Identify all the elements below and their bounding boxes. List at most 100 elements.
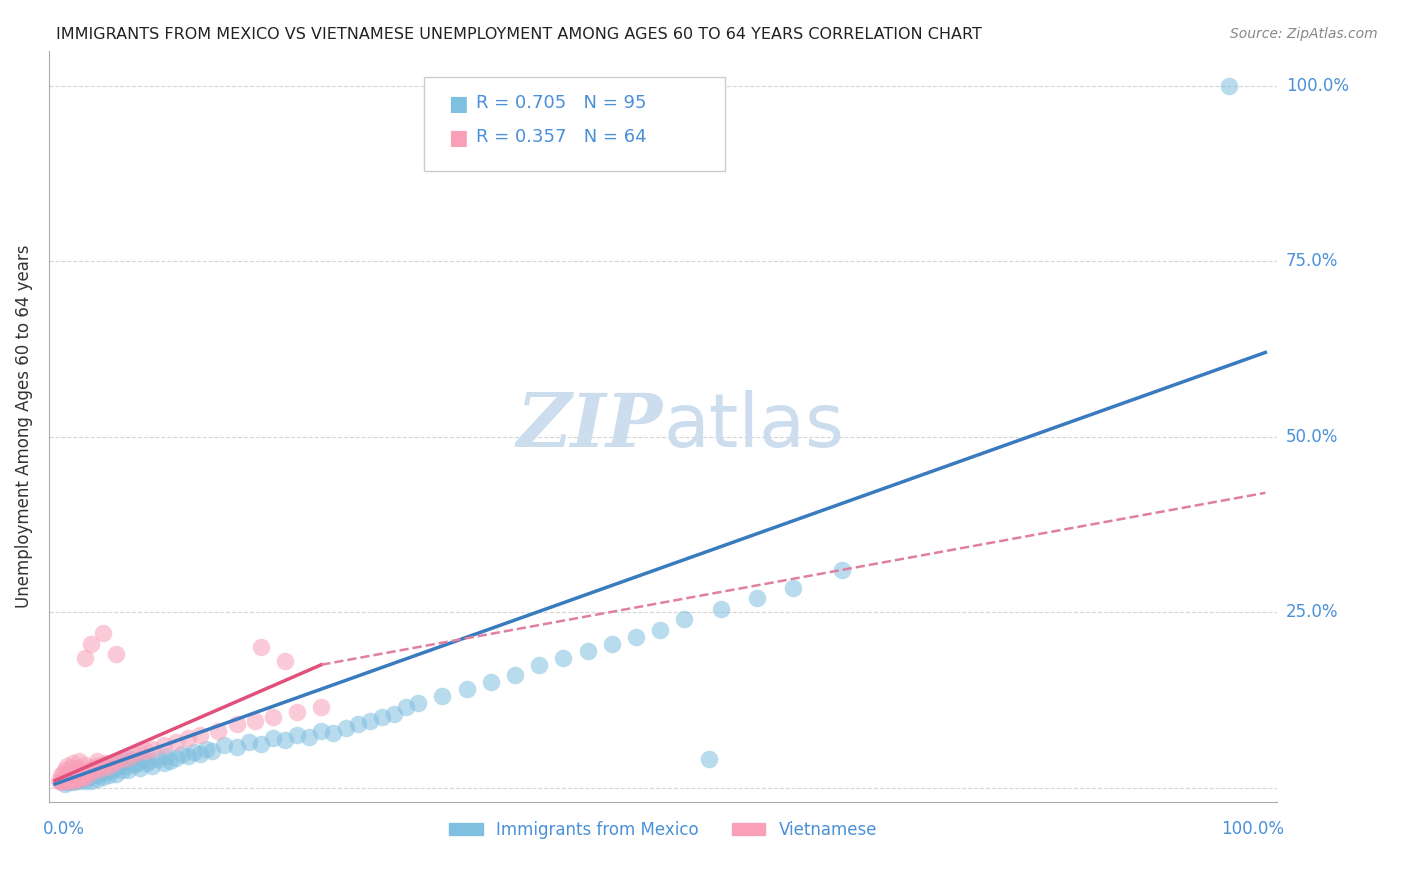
- Point: [49, 775, 72, 789]
- Point: [58, 765, 80, 780]
- Point: [479, 675, 502, 690]
- Point: [432, 690, 454, 704]
- Point: [80, 637, 103, 651]
- Point: [117, 751, 139, 765]
- Point: [94, 756, 117, 770]
- Point: [90, 758, 112, 772]
- Point: [177, 731, 200, 746]
- Point: [249, 640, 271, 655]
- Point: [66, 772, 89, 786]
- Point: [49, 768, 72, 782]
- Point: [346, 717, 368, 731]
- Point: [86, 763, 108, 777]
- Point: [107, 759, 129, 773]
- Point: [52, 766, 75, 780]
- Point: [108, 756, 131, 770]
- Point: [77, 768, 100, 782]
- Point: [86, 772, 108, 786]
- Point: [67, 766, 90, 780]
- Point: [322, 726, 344, 740]
- Point: [65, 773, 87, 788]
- Point: [73, 770, 96, 784]
- Legend: Immigrants from Mexico, Vietnamese: Immigrants from Mexico, Vietnamese: [443, 814, 884, 846]
- Point: [112, 754, 135, 768]
- Point: [128, 761, 150, 775]
- Point: [262, 710, 284, 724]
- Point: [359, 714, 381, 728]
- Point: [86, 761, 108, 775]
- Point: [673, 612, 696, 626]
- Point: [214, 739, 236, 753]
- Point: [172, 747, 194, 761]
- Point: [503, 668, 526, 682]
- Point: [122, 758, 145, 772]
- Point: [75, 765, 97, 780]
- Point: [62, 768, 84, 782]
- Point: [650, 623, 672, 637]
- Point: [225, 739, 247, 754]
- Point: [128, 746, 150, 760]
- Point: [56, 770, 79, 784]
- Point: [125, 756, 148, 770]
- FancyBboxPatch shape: [423, 77, 724, 171]
- Point: [406, 696, 429, 710]
- Point: [831, 563, 853, 577]
- Point: [93, 761, 115, 775]
- Point: [98, 759, 121, 773]
- Point: [101, 763, 124, 777]
- Point: [58, 773, 80, 788]
- Point: [75, 650, 97, 665]
- Point: [48, 773, 70, 788]
- Point: [53, 777, 76, 791]
- Text: Source: ZipAtlas.com: Source: ZipAtlas.com: [1230, 27, 1378, 41]
- Point: [201, 744, 224, 758]
- Point: [600, 637, 623, 651]
- Text: R = 0.705   N = 95: R = 0.705 N = 95: [477, 95, 647, 112]
- Text: ■: ■: [449, 128, 468, 148]
- Point: [65, 766, 87, 780]
- Point: [104, 754, 127, 768]
- Point: [165, 751, 187, 765]
- Point: [188, 747, 211, 761]
- Point: [135, 756, 157, 770]
- Point: [153, 739, 176, 753]
- Point: [335, 721, 357, 735]
- Point: [285, 728, 308, 742]
- Point: [58, 772, 80, 786]
- Point: [83, 761, 105, 775]
- Point: [576, 643, 599, 657]
- Point: [86, 754, 108, 768]
- Point: [70, 772, 93, 786]
- Point: [311, 699, 333, 714]
- Point: [67, 772, 90, 786]
- Point: [225, 717, 247, 731]
- Point: [67, 754, 90, 768]
- Point: [75, 758, 97, 772]
- Point: [84, 766, 107, 780]
- Point: [249, 737, 271, 751]
- Point: [62, 773, 84, 788]
- Point: [98, 758, 121, 772]
- Point: [207, 724, 229, 739]
- Point: [80, 763, 103, 777]
- Point: [274, 732, 297, 747]
- Text: 75.0%: 75.0%: [1286, 252, 1339, 270]
- Point: [782, 581, 804, 595]
- Text: 25.0%: 25.0%: [1286, 603, 1339, 621]
- Point: [117, 763, 139, 777]
- Point: [110, 763, 132, 777]
- Point: [114, 759, 136, 773]
- Point: [53, 772, 76, 786]
- Point: [93, 626, 115, 640]
- Point: [745, 591, 768, 605]
- Text: 0.0%: 0.0%: [42, 821, 84, 838]
- Point: [67, 773, 90, 788]
- Point: [155, 748, 177, 763]
- Point: [76, 770, 98, 784]
- Point: [624, 630, 647, 644]
- Point: [66, 770, 89, 784]
- Point: [104, 647, 127, 661]
- Point: [93, 770, 115, 784]
- Text: 100.0%: 100.0%: [1286, 77, 1348, 95]
- Point: [195, 742, 218, 756]
